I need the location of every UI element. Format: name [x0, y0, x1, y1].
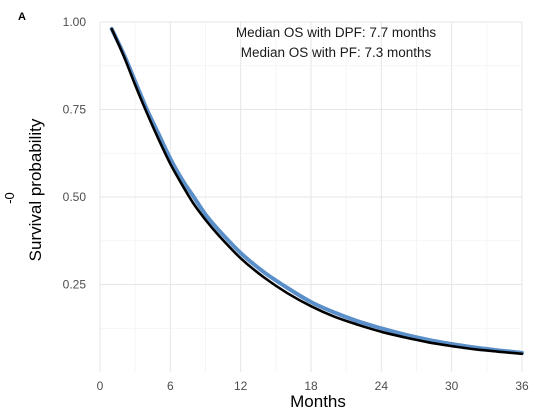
y-axis-stray-text: -0 [2, 192, 17, 204]
x-tick-label: 12 [234, 379, 248, 393]
y-tick-label: 1.00 [63, 15, 87, 29]
panel-label: A [18, 11, 26, 23]
x-tick-label: 0 [97, 379, 104, 393]
series-line-blue [109, 27, 524, 355]
x-tick-label: 18 [304, 379, 318, 393]
series-line-black [110, 27, 524, 356]
grid [99, 21, 523, 372]
x-tick-label: 36 [515, 379, 529, 393]
y-tick-label: 0.25 [63, 278, 87, 292]
x-tick-label: 6 [167, 379, 174, 393]
x-tick-label: 24 [375, 379, 389, 393]
x-axis-title: Months [290, 392, 346, 411]
y-axis-ticks: 0.25 0.50 0.75 1.00 [63, 15, 87, 292]
series-lines [109, 27, 524, 356]
annotation-dpf: Median OS with DPF: 7.7 months [236, 25, 437, 40]
x-axis-ticks: 0 6 12 18 24 30 36 [97, 379, 529, 393]
y-axis-title: Survival probability [26, 118, 45, 261]
y-tick-label: 0.50 [63, 190, 87, 204]
annotation-pf: Median OS with PF: 7.3 months [241, 45, 432, 60]
x-tick-label: 30 [445, 379, 459, 393]
y-tick-label: 0.75 [63, 103, 87, 117]
